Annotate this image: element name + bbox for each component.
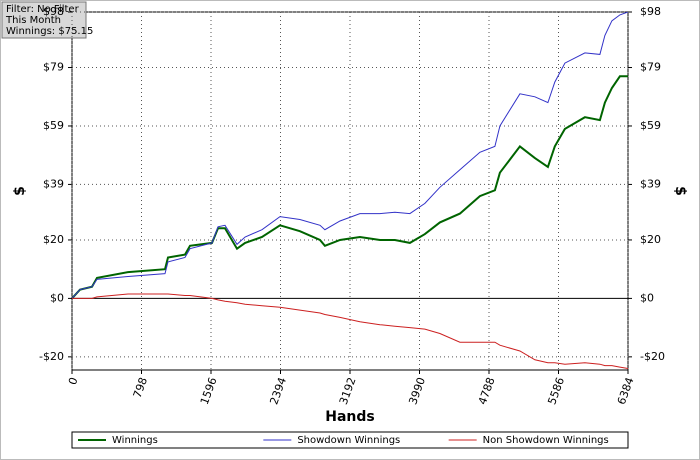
y-tick-label: $59	[43, 119, 64, 132]
y-axis-title: $	[12, 186, 28, 196]
legend-label: Showdown Winnings	[297, 435, 400, 446]
series-line	[72, 75, 628, 300]
series-group	[72, 12, 628, 369]
y2-tick-label: $0	[640, 291, 654, 304]
legend-label: Winnings	[112, 435, 158, 446]
filter-text: Filter: No Filter	[6, 4, 80, 15]
y2-tick-label: $59	[640, 119, 661, 132]
y2-tick-label: $39	[640, 177, 661, 190]
y2-axis-title: $	[672, 186, 688, 196]
y2-tick-label: -$20	[640, 350, 665, 363]
filter-text: Winnings: $75.15	[6, 26, 93, 37]
legend	[71, 431, 629, 449]
y2-tick-label: $20	[640, 233, 661, 246]
filter-text: This Month	[5, 15, 61, 26]
y2-tick-label: $79	[640, 61, 661, 74]
x-tick-label: 0	[66, 376, 81, 387]
y2-tick-label: $98	[640, 5, 661, 18]
plot-area	[71, 11, 629, 371]
series-line	[72, 12, 628, 299]
y-tick-label: $39	[43, 177, 64, 190]
y-tick-label: -$20	[39, 350, 64, 363]
y-tick-label: $98	[43, 5, 64, 18]
y-tick-label: $20	[43, 233, 64, 246]
legend-label: Non Showdown Winnings	[483, 435, 609, 446]
y-tick-label: $0	[50, 291, 64, 304]
y-tick-label: $79	[43, 61, 64, 74]
x-axis-title: Hands	[325, 409, 375, 425]
series-line	[72, 293, 628, 369]
